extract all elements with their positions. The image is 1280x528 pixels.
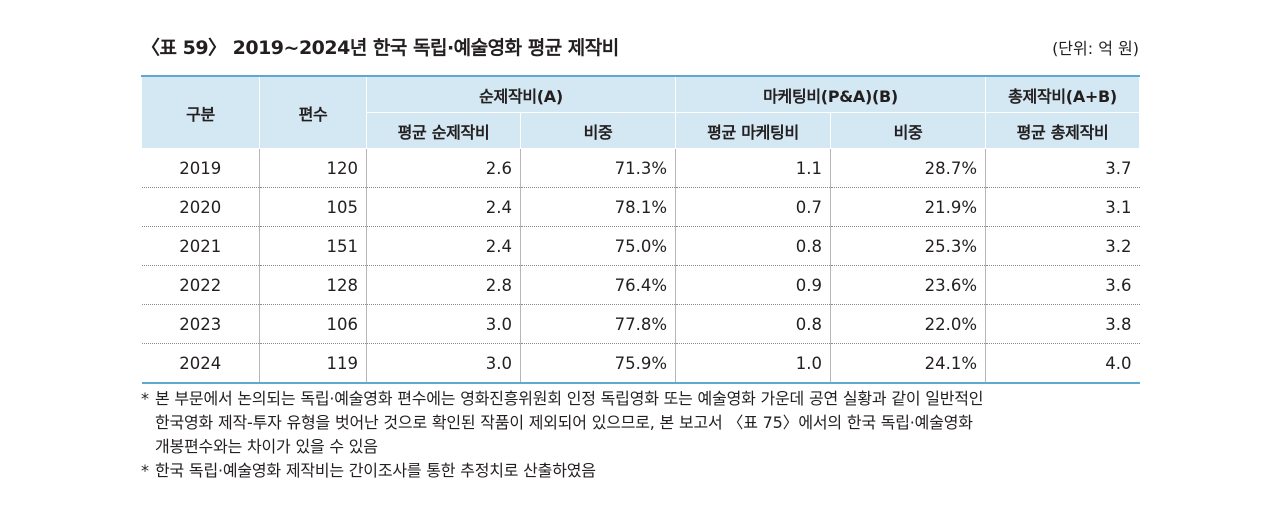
cell-year: 2022 [141,265,260,305]
footnote-line: 개봉편수와는 차이가 있을 수 있음 [155,437,378,456]
cell-count: 128 [259,265,367,305]
header-mkt-ratio: 비중 [830,112,987,149]
footnote-line: 한국 독립·예술영화 제작비는 간이조사를 통한 추정치로 산출하였음 [155,461,596,480]
cell-total-avg: 3.7 [985,148,1140,188]
footnote-line: 본 부문에서 논의되는 독립·예술영화 편수에는 영화진흥위원회 인정 독립영화… [155,389,984,408]
header-gubun: 구분 [141,75,260,149]
cell-count: 106 [259,304,367,344]
cell-net-ratio: 78.1% [520,187,677,227]
cell-net-avg: 3.0 [366,343,521,384]
table-row: 2024 119 3.0 75.9% 1.0 24.1% 4.0 [141,343,1140,384]
footnotes: * 본 부문에서 논의되는 독립·예술영화 편수에는 영화진흥위원회 인정 독립… [141,387,1141,483]
footnote-text: 본 부문에서 논의되는 독립·예술영화 편수에는 영화진흥위원회 인정 독립영화… [155,387,1141,459]
cell-count: 119 [259,343,367,384]
table-body: 2019 120 2.6 71.3% 1.1 28.7% 3.7 2020 10… [141,148,1140,384]
table-title: 〈표 59〉 2019~2024년 한국 독립·예술영화 평균 제작비 [141,37,619,59]
cell-mkt-ratio: 22.0% [830,304,987,344]
cell-total-avg: 3.8 [985,304,1140,344]
header-net-avg: 평균 순제작비 [366,112,521,149]
header-net-group: 순제작비(A) [365,75,677,113]
cell-count: 105 [259,187,367,227]
header-count: 편수 [259,75,367,149]
header-net-ratio: 비중 [519,112,677,149]
footnote-text: 한국 독립·예술영화 제작비는 간이조사를 통한 추정치로 산출하였음 [155,459,1141,483]
production-cost-table: 구분 편수 순제작비(A) 마케팅비(P&A)(B) 총제작비(A+B) 평균 … [141,75,1141,384]
cell-year: 2024 [141,343,260,384]
cell-net-avg: 2.4 [366,187,521,227]
cell-mkt-avg: 0.7 [675,187,832,227]
table-row: 2019 120 2.6 71.3% 1.1 28.7% 3.7 [141,148,1140,188]
cell-net-avg: 2.6 [366,148,521,188]
table-header: 구분 편수 순제작비(A) 마케팅비(P&A)(B) 총제작비(A+B) 평균 … [141,75,1141,149]
cell-net-ratio: 77.8% [520,304,677,344]
unit-label: (단위: 억 원) [1052,39,1139,58]
header-total-avg: 평균 총제작비 [985,112,1141,149]
cell-mkt-avg: 1.0 [675,343,832,384]
cell-year: 2019 [141,148,260,188]
table-row: 2020 105 2.4 78.1% 0.7 21.9% 3.1 [141,187,1140,227]
footnote-mark: * [141,461,149,480]
footnote-line: 한국영화 제작-투자 유형을 벗어난 것으로 확인된 작품이 제외되어 있으므로… [155,413,973,432]
cell-net-ratio: 75.9% [520,343,677,384]
cell-total-avg: 3.6 [985,265,1140,305]
cell-mkt-avg: 0.8 [675,226,832,266]
footnote-mark: * [141,389,149,408]
footnote: * 본 부문에서 논의되는 독립·예술영화 편수에는 영화진흥위원회 인정 독립… [141,387,1141,459]
cell-mkt-ratio: 28.7% [830,148,987,188]
cell-mkt-ratio: 25.3% [830,226,987,266]
cell-net-avg: 2.4 [366,226,521,266]
cell-mkt-avg: 0.9 [675,265,832,305]
header-mkt-group: 마케팅비(P&A)(B) [675,75,987,113]
cell-total-avg: 4.0 [985,343,1140,384]
cell-net-avg: 3.0 [366,304,521,344]
cell-mkt-ratio: 24.1% [830,343,987,384]
cell-year: 2023 [141,304,260,344]
cell-total-avg: 3.2 [985,226,1140,266]
cell-year: 2021 [141,226,260,266]
cell-mkt-ratio: 23.6% [830,265,987,305]
cell-year: 2020 [141,187,260,227]
cell-count: 120 [259,148,367,188]
header-total-group: 총제작비(A+B) [985,75,1141,113]
cell-net-avg: 2.8 [366,265,521,305]
cell-net-ratio: 76.4% [520,265,677,305]
cell-net-ratio: 71.3% [520,148,677,188]
footnote: * 한국 독립·예술영화 제작비는 간이조사를 통한 추정치로 산출하였음 [141,459,1141,483]
header-mkt-avg: 평균 마케팅비 [675,112,832,149]
cell-mkt-avg: 0.8 [675,304,832,344]
cell-total-avg: 3.1 [985,187,1140,227]
cell-mkt-ratio: 21.9% [830,187,987,227]
table-row: 2022 128 2.8 76.4% 0.9 23.6% 3.6 [141,265,1140,305]
cell-net-ratio: 75.0% [520,226,677,266]
table-row: 2023 106 3.0 77.8% 0.8 22.0% 3.8 [141,304,1140,344]
cell-mkt-avg: 1.1 [675,148,832,188]
table-row: 2021 151 2.4 75.0% 0.8 25.3% 3.2 [141,226,1140,266]
cell-count: 151 [259,226,367,266]
